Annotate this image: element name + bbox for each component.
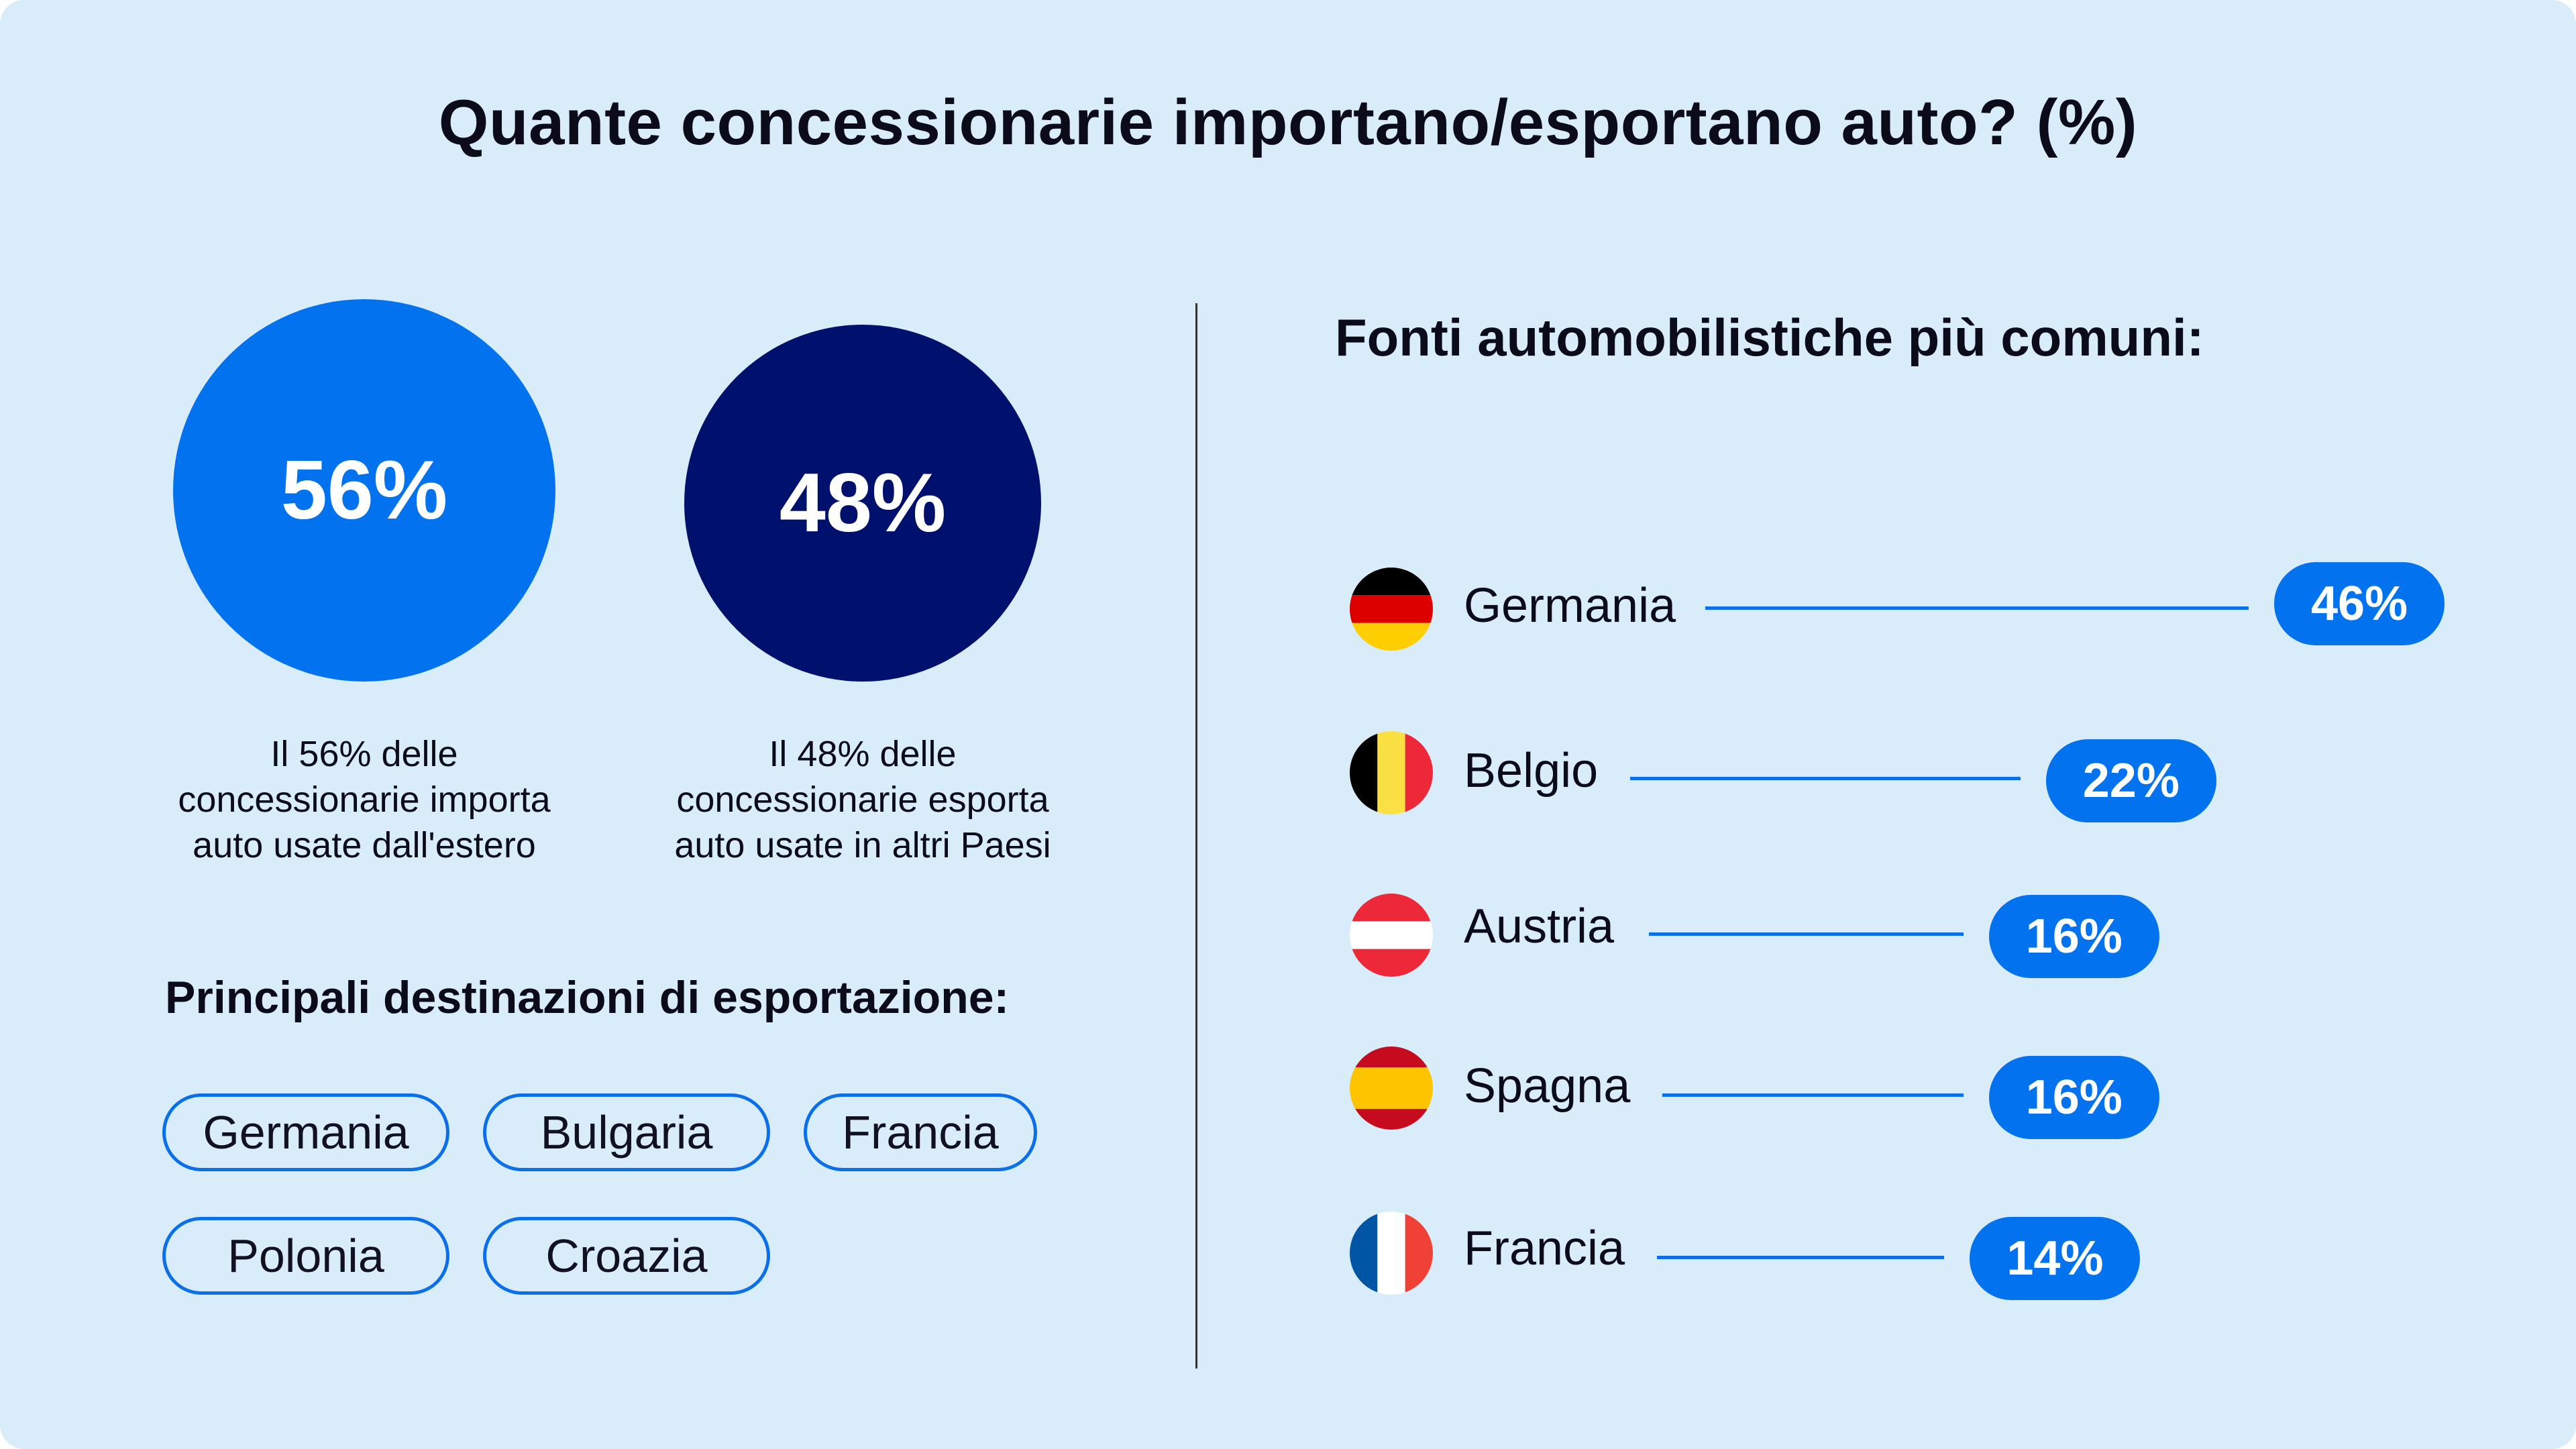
export-stat-caption: Il 48% delle concessionarie esporta auto… — [635, 731, 1091, 868]
export-destinations-heading: Principali destinazioni di esportazione: — [165, 972, 1010, 1023]
export-stat-circle: 48% — [684, 325, 1041, 682]
caption-line: Il 48% delle — [769, 734, 957, 774]
bar-line — [1649, 932, 1964, 936]
caption-line: auto usate dall'estero — [193, 825, 536, 865]
belgium-flag-icon — [1350, 731, 1433, 814]
import-stat-circle: 56% — [173, 299, 555, 682]
caption-line: concessionarie importa — [178, 780, 551, 820]
bar-line — [1705, 606, 2249, 610]
germany-flag-icon — [1350, 568, 1433, 651]
caption-line: Il 56% delle — [270, 734, 458, 774]
category-label: Belgio — [1464, 744, 1599, 798]
destination-pill-germania: Germania — [162, 1093, 449, 1171]
category-label: Germania — [1464, 579, 1676, 633]
bar-line — [1662, 1093, 1964, 1097]
category-label: Austria — [1464, 900, 1615, 953]
bar-line — [1630, 777, 2021, 780]
caption-line: concessionarie esporta — [676, 780, 1049, 820]
export-stat-value: 48% — [779, 457, 947, 549]
page-title: Quante concessionarie importano/esportan… — [438, 87, 2138, 158]
destination-pill-bulgaria: Bulgaria — [483, 1093, 770, 1171]
value-badge: 16% — [1988, 895, 2159, 978]
import-stat-value: 56% — [280, 444, 448, 537]
value-badge: 14% — [1970, 1217, 2141, 1300]
category-label: Francia — [1464, 1222, 1625, 1275]
spain-flag-icon — [1350, 1046, 1433, 1130]
bar-line — [1657, 1256, 1945, 1259]
france-flag-icon — [1350, 1212, 1433, 1295]
chart-title: Fonti automobilistiche più comuni: — [1335, 308, 2204, 367]
austria-flag-icon — [1350, 894, 1433, 977]
import-stat-caption: Il 56% delle concessionarie importa auto… — [136, 731, 592, 868]
value-badge: 16% — [1988, 1056, 2159, 1139]
category-label: Spagna — [1464, 1059, 1631, 1113]
value-badge: 46% — [2274, 562, 2445, 645]
value-badge: 22% — [2045, 739, 2216, 822]
destination-pill-croazia: Croazia — [483, 1217, 770, 1295]
destination-pill-polonia: Polonia — [162, 1217, 449, 1295]
destination-pill-francia: Francia — [804, 1093, 1037, 1171]
caption-line: auto usate in altri Paesi — [674, 825, 1051, 865]
divider — [1195, 303, 1197, 1368]
